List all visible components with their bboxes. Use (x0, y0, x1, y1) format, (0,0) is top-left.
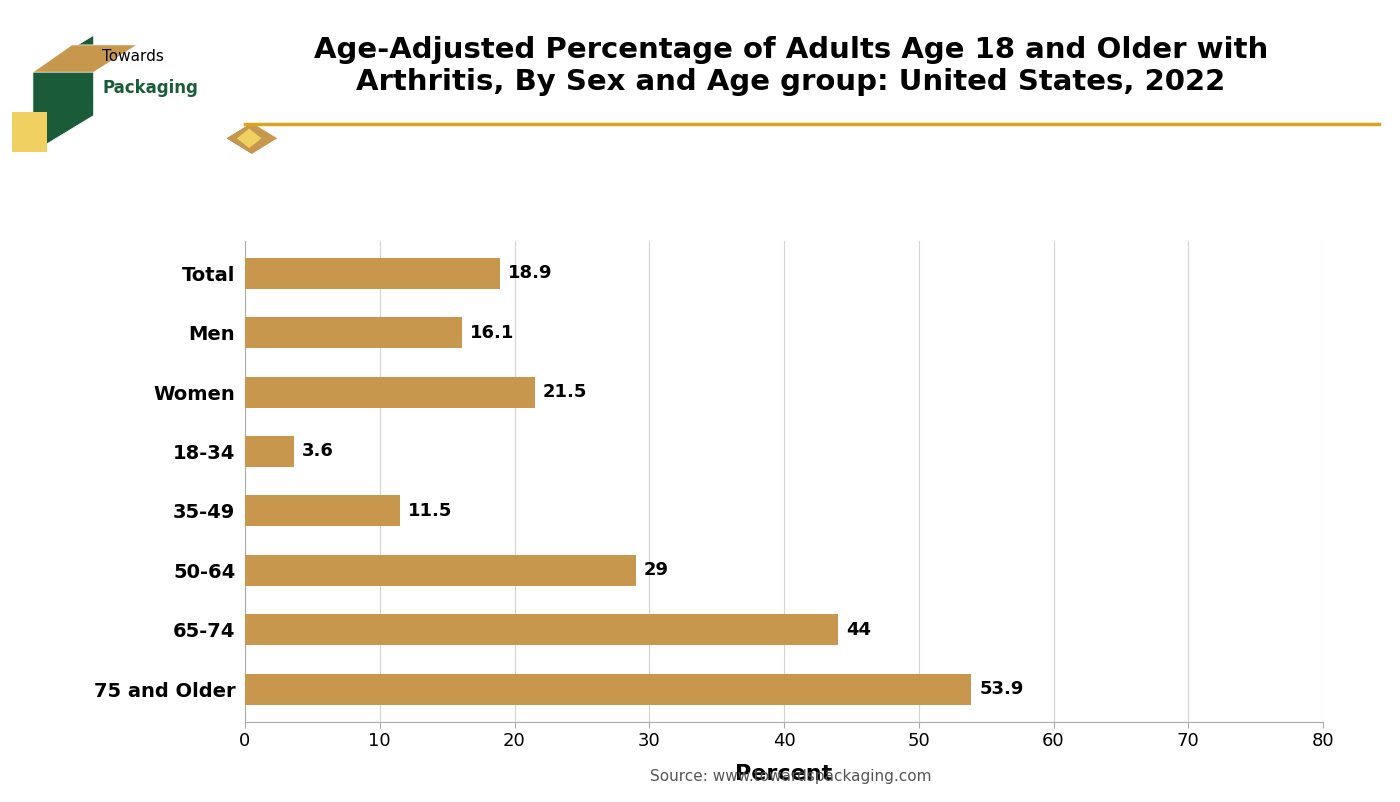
Bar (245, 436, 294, 467)
Text: Age-Adjusted Percentage of Adults Age 18 and Older with
Arthritis, By Sex and Ag: Age-Adjusted Percentage of Adults Age 18… (314, 36, 1268, 96)
Text: 53.9: 53.9 (980, 680, 1023, 698)
Text: 44: 44 (846, 621, 871, 638)
X-axis label: Percent: Percent (735, 764, 833, 784)
Bar (245, 496, 400, 526)
Text: Source: www.towardspackaging.com: Source: www.towardspackaging.com (650, 769, 932, 784)
Bar (245, 614, 837, 645)
Polygon shape (227, 123, 252, 154)
Text: 3.6: 3.6 (301, 443, 333, 460)
Polygon shape (237, 128, 262, 148)
Polygon shape (227, 123, 277, 154)
FancyBboxPatch shape (13, 112, 48, 152)
Bar (245, 318, 462, 348)
Text: 29: 29 (644, 561, 669, 579)
Bar (245, 257, 500, 289)
Bar (245, 674, 972, 705)
Text: 11.5: 11.5 (407, 502, 452, 520)
Text: 18.9: 18.9 (508, 265, 552, 282)
Text: Packaging: Packaging (102, 79, 199, 97)
Polygon shape (34, 45, 137, 72)
Bar (245, 377, 535, 407)
Text: 16.1: 16.1 (470, 324, 514, 342)
Text: Towards: Towards (102, 49, 164, 63)
Polygon shape (34, 35, 94, 152)
Text: 21.5: 21.5 (543, 383, 587, 401)
Bar (245, 555, 636, 585)
